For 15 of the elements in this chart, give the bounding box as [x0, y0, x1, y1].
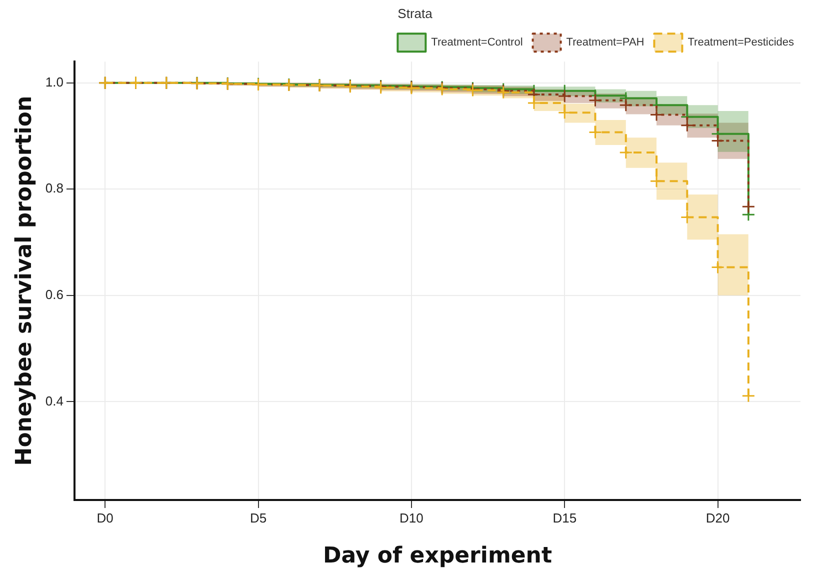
legend-title: Strata — [398, 6, 434, 22]
legend-label: Treatment=Control — [431, 36, 523, 49]
y-tick-label: 0.6 — [45, 286, 64, 302]
x-tick-label: D15 — [552, 510, 577, 526]
y-tick-label: 1.0 — [45, 74, 64, 90]
x-axis-title: Day of experiment — [322, 544, 552, 569]
x-tick-label: D0 — [96, 510, 114, 526]
x-tick-label: D10 — [400, 510, 424, 526]
legend-label: Treatment=PAH — [566, 36, 644, 49]
y-tick-label: 0.8 — [45, 180, 64, 196]
legend-label: Treatment=Pesticides — [688, 36, 794, 49]
x-tick-label: D5 — [250, 510, 267, 526]
y-tick-label: 0.4 — [45, 393, 64, 408]
y-axis-title: Honeybee survival proportion — [12, 96, 37, 466]
x-tick-label: D20 — [706, 510, 730, 526]
